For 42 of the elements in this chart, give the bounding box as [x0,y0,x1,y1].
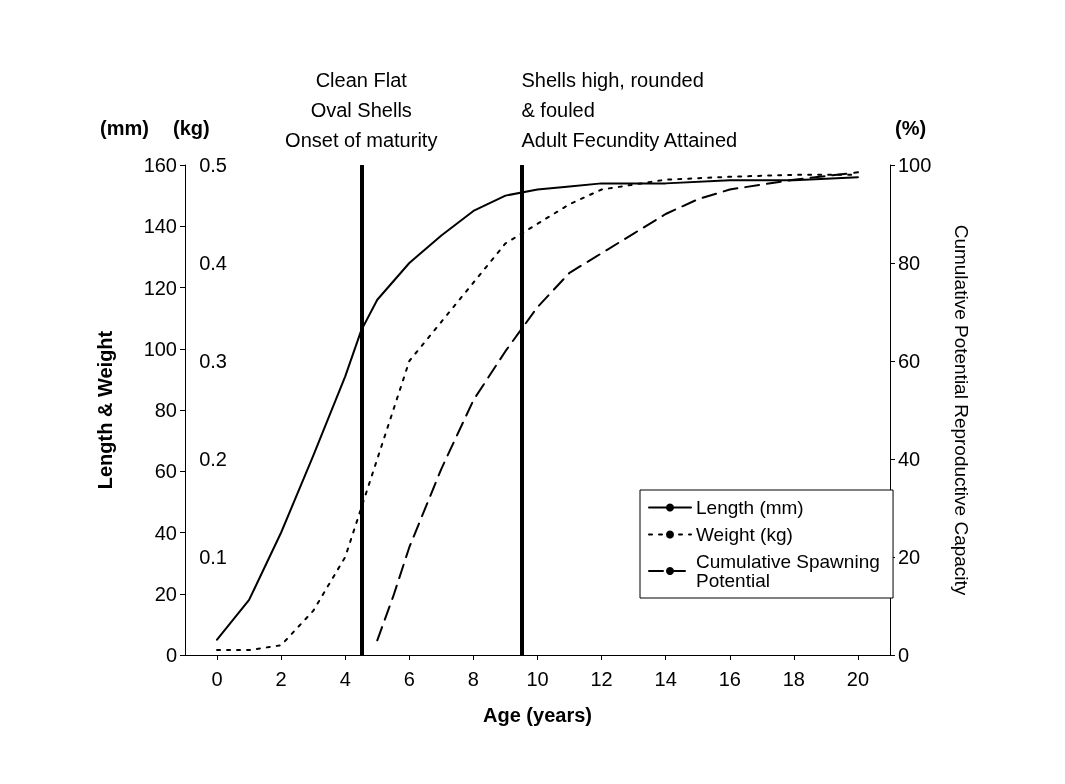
y-tick-label: 100 [143,337,177,360]
y3-tick-label: 100 [898,154,932,176]
x-tick-label: 18 [782,668,805,690]
x-tick-label: 4 [339,668,351,690]
x-tick-label: 12 [590,668,613,690]
legend-label: Length (mm) [696,497,804,518]
y2-tick-label: 0.2 [199,448,227,470]
legend-label: Cumulative Spawning Potential [696,551,886,591]
y2-tick-label: 0.3 [199,350,227,372]
text: (%) [895,117,927,139]
x-tick-label: 10 [526,668,549,690]
y-tick-label: 20 [154,582,177,605]
x-tick-label: 8 [467,668,479,690]
y3-tick-label: 0 [898,644,910,666]
y-tick-label: 120 [143,276,177,299]
y3-axis-title: Cumulative Potential Reproductive Capacity [951,224,972,596]
y-tick-label: 40 [154,521,177,544]
y-tick-label: 0 [165,644,177,666]
x-tick-label: 0 [211,668,223,690]
ref-line-label: Shells high, rounded & fouled Adult Fecundity Attained [521,69,738,151]
legend-label: Weight (kg) [696,524,793,545]
x-tick-label: 16 [718,668,741,690]
y2-axis-title: (kg) [173,117,210,139]
y3-tick-label: 60 [898,350,921,372]
ref-line-label: Clean Flat Oval Shells Onset of maturity [285,69,438,151]
x-axis-title: Age (years) [483,704,592,726]
y3-tick-label: 80 [898,252,921,274]
y2-tick-label: 0.4 [199,252,227,274]
x-tick-label: 20 [846,668,870,690]
y2-tick-label: 0.1 [199,546,227,568]
x-tick-label: 6 [403,668,415,690]
y-tick-label: 80 [154,399,177,421]
text: (mm) [100,117,149,139]
y-tick-label: 160 [143,154,177,176]
y-tick-label: 60 [154,460,177,483]
y2-tick-label: 0.5 [199,154,227,176]
y3-tick-label: 20 [898,546,921,568]
x-tick-label: 14 [654,668,677,690]
x-tick-label: 2 [275,668,287,690]
y-tick-label: 140 [143,215,177,238]
y-axis-title: Length & Weight [94,330,116,490]
y3-tick-label: 40 [898,448,921,470]
